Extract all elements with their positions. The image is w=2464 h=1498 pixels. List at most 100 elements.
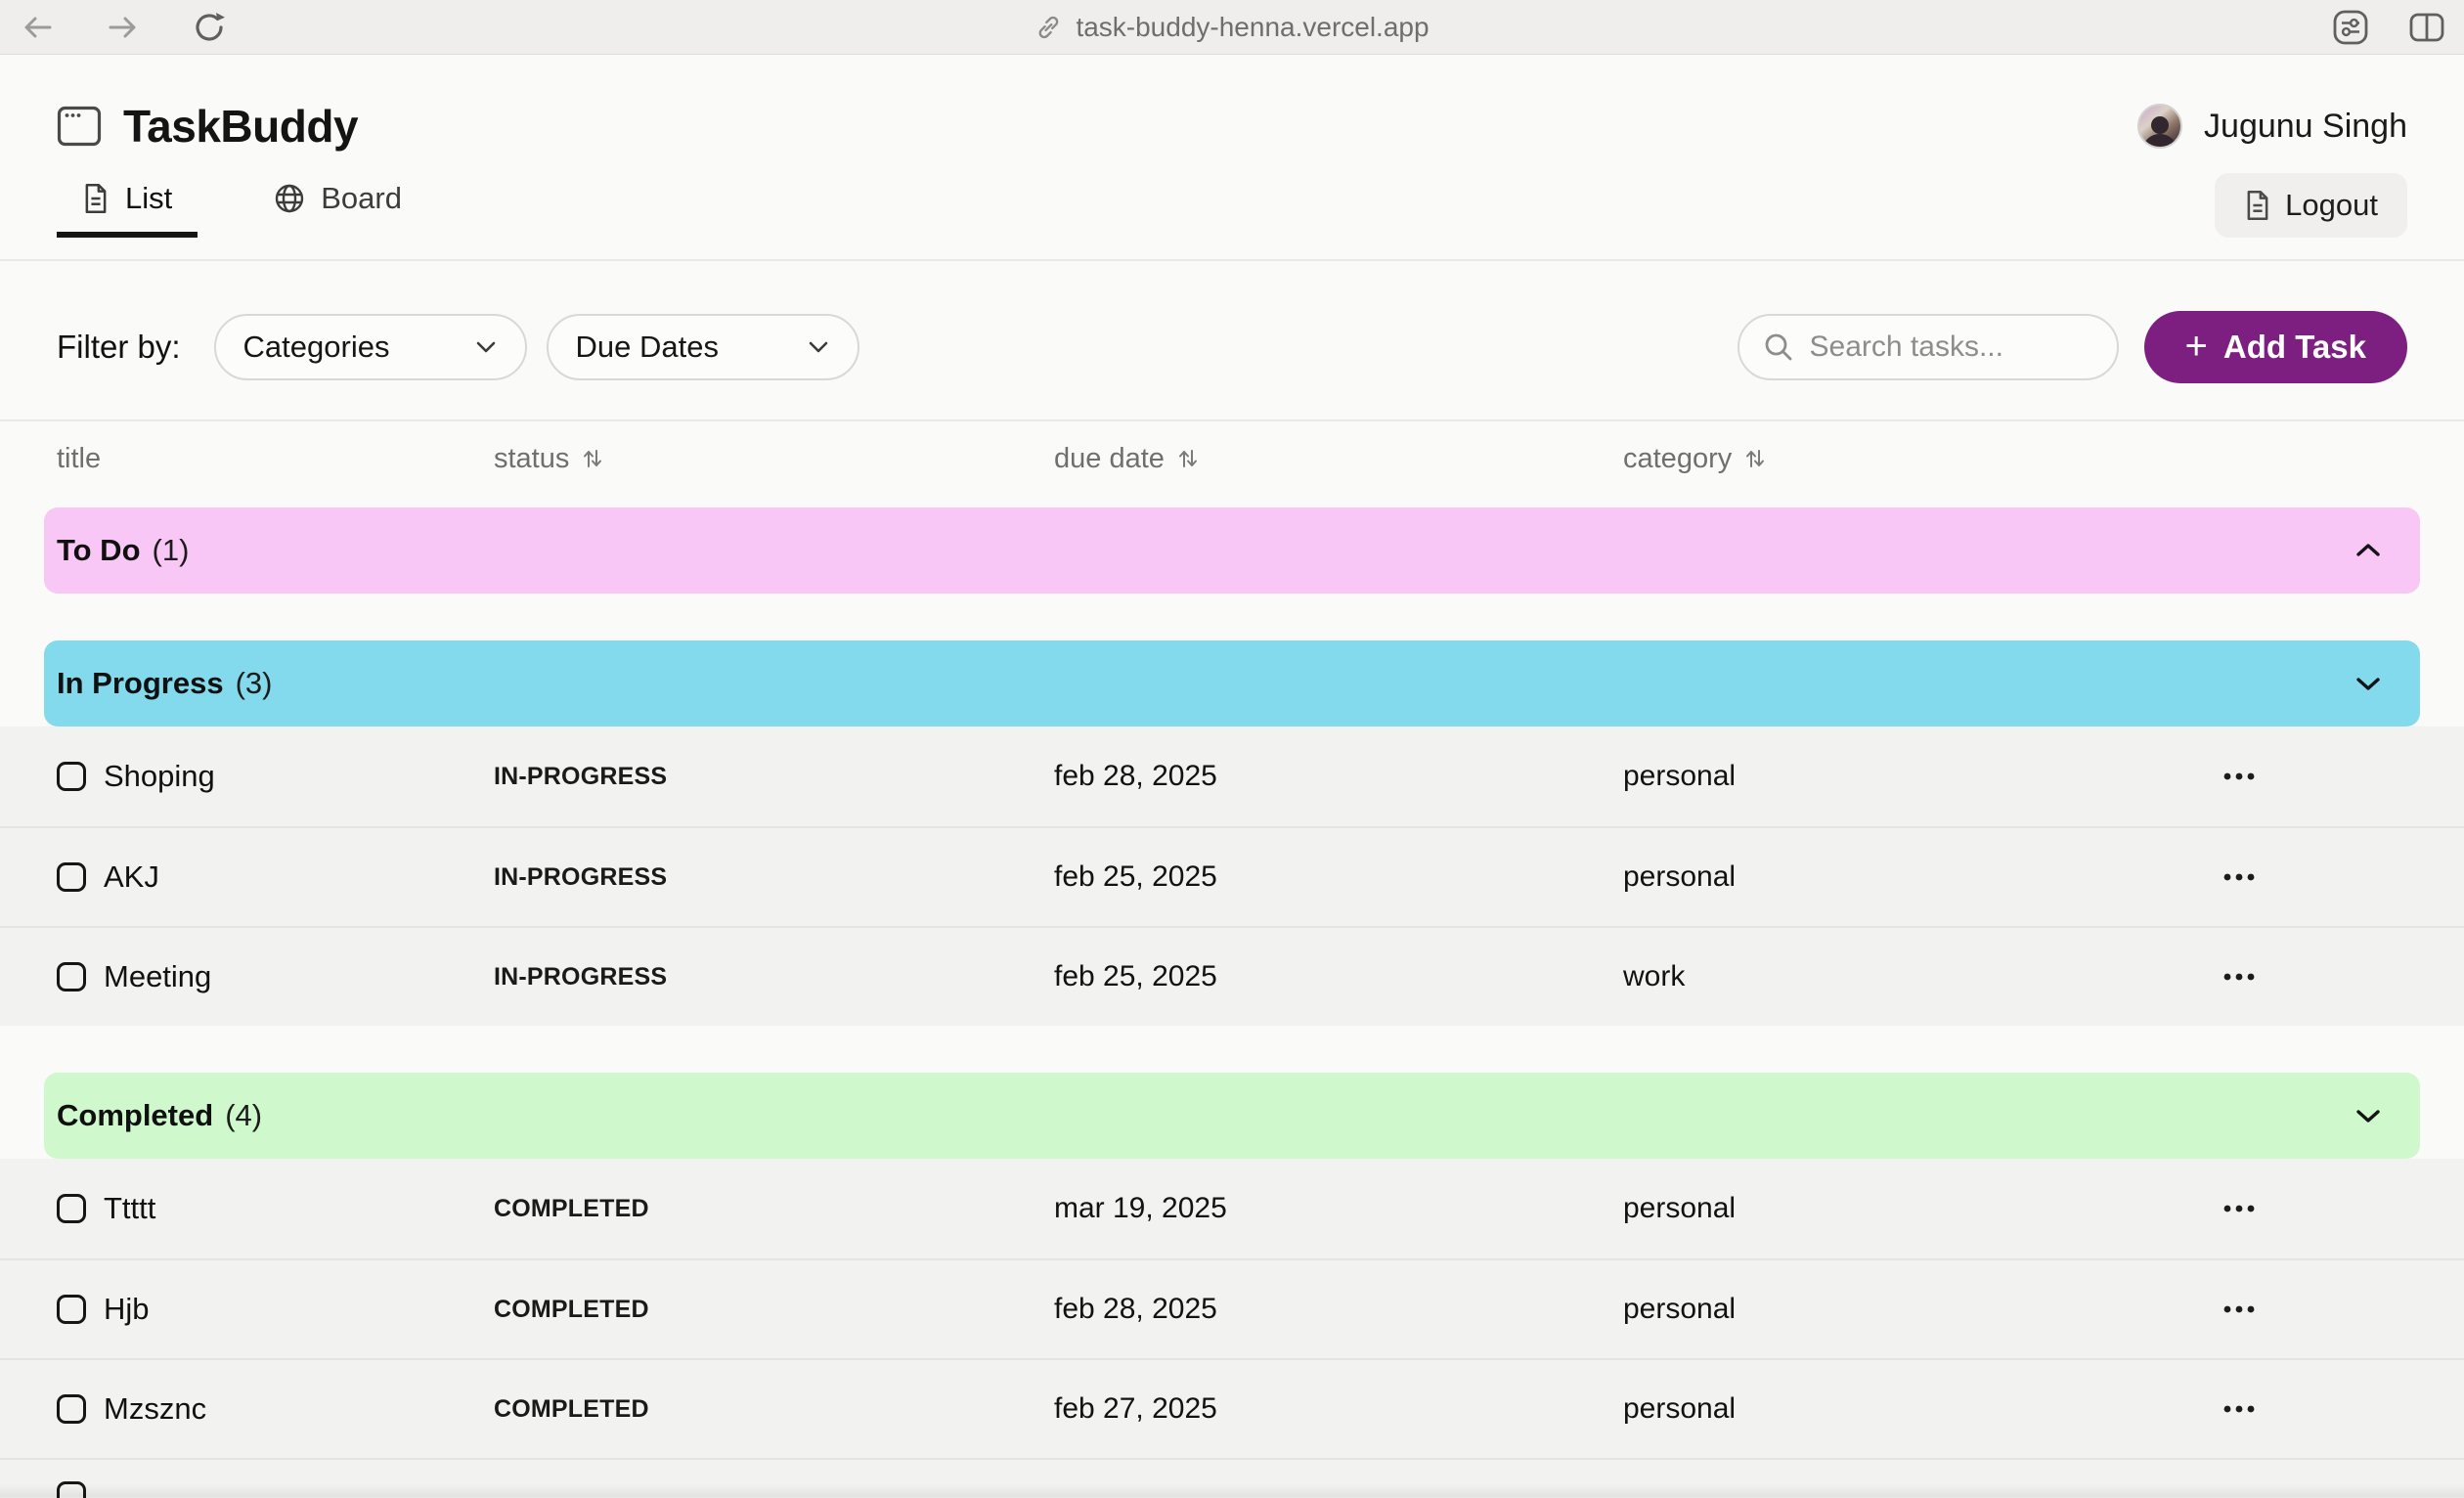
reload-icon xyxy=(193,11,226,44)
task-due-date: feb 25, 2025 xyxy=(1054,960,1217,992)
tab-list[interactable]: List xyxy=(57,181,198,238)
task-due-date: feb 28, 2025 xyxy=(1054,1293,1217,1325)
chevron-up-icon xyxy=(2354,541,2383,560)
task-title: Meeting xyxy=(104,959,212,993)
back-button[interactable] xyxy=(18,8,57,47)
task-category: personal xyxy=(1623,1392,1737,1425)
task-title: Hjb xyxy=(104,1292,150,1326)
brand: TaskBuddy xyxy=(57,100,359,153)
section-title: In Progress xyxy=(57,666,224,700)
task-status: IN-PROGRESS xyxy=(494,962,668,991)
split-view-button[interactable] xyxy=(2407,8,2446,47)
browser-toolbar: task-buddy-henna.vercel.app xyxy=(0,0,2464,55)
chevron-down-icon xyxy=(2354,674,2383,693)
task-menu-button[interactable] xyxy=(2176,1389,2303,1429)
task-due-date: feb 28, 2025 xyxy=(1054,760,1217,792)
forward-icon xyxy=(106,13,141,42)
add-task-button[interactable]: + Add Task xyxy=(2143,311,2407,383)
chevron-down-icon xyxy=(2354,1106,2383,1125)
due-dates-dropdown-value: Due Dates xyxy=(575,330,719,364)
page-title: TaskBuddy xyxy=(123,101,359,152)
task-checkbox[interactable] xyxy=(57,862,86,892)
section-header[interactable]: In Progress (3) xyxy=(44,640,2420,727)
table-row: Ttttt COMPLETED mar 19, 2025 personal xyxy=(0,1159,2464,1258)
task-menu-button[interactable] xyxy=(2176,1189,2303,1228)
address-bar[interactable]: task-buddy-henna.vercel.app xyxy=(1034,11,1430,43)
task-title: Shoping xyxy=(104,759,215,793)
column-header-due-date[interactable]: due date xyxy=(1054,443,1623,475)
tab-board[interactable]: Board xyxy=(248,181,427,238)
task-category: work xyxy=(1623,960,1686,992)
task-sections: To Do (1) In Progress (3) xyxy=(0,507,2464,1498)
ellipsis-icon xyxy=(2222,1204,2257,1213)
section-header[interactable]: Completed (4) xyxy=(44,1073,2420,1159)
task-status: IN-PROGRESS xyxy=(494,762,668,790)
reload-button[interactable] xyxy=(190,8,229,47)
task-status: COMPLETED xyxy=(494,1194,649,1222)
forward-button[interactable] xyxy=(104,8,143,47)
ellipsis-icon xyxy=(2222,872,2257,882)
back-icon xyxy=(20,13,55,42)
task-category: personal xyxy=(1623,1192,1737,1224)
table-header: title status due date category xyxy=(0,439,2464,478)
filter-by-label: Filter by: xyxy=(57,329,181,365)
task-title: Ttttt xyxy=(104,1191,156,1225)
file-text-icon xyxy=(82,183,110,214)
logout-button[interactable]: Logout xyxy=(2215,173,2407,238)
link-icon xyxy=(1034,14,1062,41)
table-row: Meeting IN-PROGRESS feb 25, 2025 work xyxy=(0,926,2464,1026)
task-menu-button[interactable] xyxy=(2176,957,2303,996)
avatar xyxy=(2137,104,2183,149)
page-settings-icon xyxy=(2332,9,2369,46)
search-box xyxy=(1737,314,2119,380)
categories-dropdown[interactable]: Categories xyxy=(213,314,527,380)
filter-divider xyxy=(0,419,2464,421)
task-due-date: feb 25, 2025 xyxy=(1054,860,1217,893)
task-menu-button[interactable] xyxy=(2176,757,2303,796)
section-header[interactable]: To Do (1) xyxy=(44,507,2420,594)
section-count: (1) xyxy=(152,533,190,567)
task-checkbox[interactable] xyxy=(57,1481,86,1498)
section-rows: Shoping IN-PROGRESS feb 28, 2025 persona… xyxy=(0,727,2464,1026)
page-settings-button[interactable] xyxy=(2331,8,2370,47)
task-checkbox[interactable] xyxy=(57,1194,86,1223)
sort-icon xyxy=(1176,447,1200,470)
task-section: To Do (1) xyxy=(0,507,2464,594)
table-row: Shoping IN-PROGRESS feb 28, 2025 persona… xyxy=(0,727,2464,826)
plus-icon: + xyxy=(2184,324,2208,368)
add-task-label: Add Task xyxy=(2222,329,2366,365)
view-tabs: List Board xyxy=(57,173,427,238)
due-dates-dropdown[interactable]: Due Dates xyxy=(546,314,859,380)
logout-icon xyxy=(2244,190,2271,221)
chevron-down-icon xyxy=(807,339,830,355)
sort-icon xyxy=(1743,447,1767,470)
split-view-icon xyxy=(2408,12,2445,43)
task-section: Completed (4) Ttttt COMPLETED mar 19, 20… xyxy=(0,1073,2464,1498)
task-due-date: feb 27, 2025 xyxy=(1054,1392,1217,1425)
column-header-status[interactable]: status xyxy=(494,443,1054,475)
task-menu-button[interactable] xyxy=(2176,1290,2303,1329)
ellipsis-icon xyxy=(2222,1404,2257,1414)
column-header-title: title xyxy=(57,442,102,474)
task-checkbox[interactable] xyxy=(57,762,86,791)
categories-dropdown-value: Categories xyxy=(242,330,390,364)
task-checkbox[interactable] xyxy=(57,962,86,991)
section-rows: Ttttt COMPLETED mar 19, 2025 personal Hj… xyxy=(0,1159,2464,1498)
task-status: COMPLETED xyxy=(494,1295,649,1323)
task-menu-button[interactable] xyxy=(2176,858,2303,897)
tab-list-label: List xyxy=(125,181,173,215)
logout-label: Logout xyxy=(2285,188,2378,222)
column-header-category[interactable]: category xyxy=(1623,443,2176,475)
task-checkbox[interactable] xyxy=(57,1394,86,1424)
task-checkbox[interactable] xyxy=(57,1295,86,1324)
sort-icon xyxy=(581,447,604,470)
url-text: task-buddy-henna.vercel.app xyxy=(1076,11,1430,42)
table-row: Mzsznc COMPLETED feb 27, 2025 personal xyxy=(0,1358,2464,1458)
task-title: Mzsznc xyxy=(104,1391,207,1426)
task-section: In Progress (3) Shoping IN-PROGRESS feb … xyxy=(0,640,2464,1026)
globe-icon xyxy=(274,183,305,214)
task-category: personal xyxy=(1623,760,1737,792)
section-count: (4) xyxy=(225,1098,263,1132)
search-input[interactable] xyxy=(1809,330,2093,364)
section-count: (3) xyxy=(235,666,273,700)
